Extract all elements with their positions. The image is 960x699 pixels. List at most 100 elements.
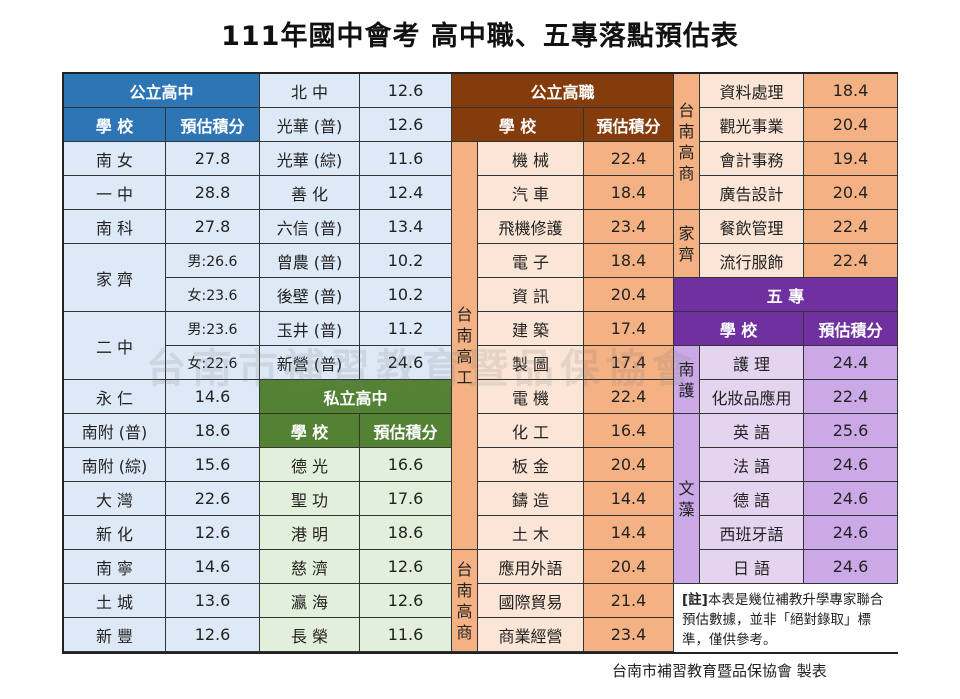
vocational-dept: 國際貿易 <box>478 584 584 618</box>
public-hs-score: 22.6 <box>166 482 260 516</box>
vocational-score: 22.4 <box>584 380 674 414</box>
note-text: 本表是幾位補教升學專家聯合預估數據，並非「絕對錄取」標準，僅供參考。 <box>682 592 884 648</box>
private-hs-school: 德 光 <box>260 448 360 482</box>
public-hs-score: 12.6 <box>166 618 260 652</box>
private-hs-school: 聖 功 <box>260 482 360 516</box>
vocational-school-tainan-gaogong-char: 高 <box>456 346 473 366</box>
vocational-score: 23.4 <box>584 618 674 652</box>
public-hs-score: 28.8 <box>166 176 260 210</box>
public-hs-school: 永 仁 <box>64 380 166 414</box>
vocational-school-jiaqi: 家齊 <box>674 210 700 278</box>
junior-college-school-wenzao-char: 文 <box>678 478 695 498</box>
junior-college-score: 24.6 <box>804 516 898 550</box>
vocational-school-tainan-gaoshang-char: 南 <box>456 580 473 600</box>
public-hs-col-school: 學 校 <box>64 108 166 142</box>
public-hs-col-score: 預估積分 <box>166 108 260 142</box>
public-hs-school: 新 化 <box>64 516 166 550</box>
public-hs-score: 27.8 <box>166 142 260 176</box>
public-hs-school: 六信 (普) <box>260 210 360 244</box>
private-hs-school: 瀛 海 <box>260 584 360 618</box>
junior-college-dept: 護 理 <box>700 346 804 380</box>
vocational-score: 22.4 <box>804 210 898 244</box>
public-hs-school: 二 中 <box>64 312 166 380</box>
vocational-school-tainan-gaogong-char: 工 <box>456 367 473 387</box>
vocational-score: 20.4 <box>584 448 674 482</box>
vocational-score: 17.4 <box>584 312 674 346</box>
vocational-dept: 土 木 <box>478 516 584 550</box>
vocational-dept: 廣告設計 <box>700 176 804 210</box>
page-title: 111年國中會考 高中職、五專落點預估表 <box>221 21 739 52</box>
vocational-score: 20.4 <box>584 550 674 584</box>
junior-college-dept: 法 語 <box>700 448 804 482</box>
junior-college-score: 24.6 <box>804 550 898 584</box>
vocational-school-tainan-gaoshang-char: 商 <box>456 622 473 642</box>
vocational-dept: 電 機 <box>478 380 584 414</box>
vocational-dept: 飛機修護 <box>478 210 584 244</box>
vocational-dept: 餐飲管理 <box>700 210 804 244</box>
junior-college-col-score: 預估積分 <box>804 312 898 346</box>
public-hs-score: 10.2 <box>360 278 452 312</box>
vocational-school-tainan-gaoshang-char: 商 <box>678 163 695 183</box>
public-hs-score: 27.8 <box>166 210 260 244</box>
public-hs-score: 18.6 <box>166 414 260 448</box>
public-hs-school: 南 寧 <box>64 550 166 584</box>
private-hs-school: 港 明 <box>260 516 360 550</box>
disclaimer-note: [註]本表是幾位補教升學專家聯合預估數據，並非「絕對錄取」標準，僅供參考。 <box>674 584 898 652</box>
junior-college-dept: 德 語 <box>700 482 804 516</box>
private-hs-header: 私立高中 <box>260 380 452 414</box>
public-hs-school: 玉井 (普) <box>260 312 360 346</box>
vocational-school-jiaqi-char: 家 <box>678 223 695 243</box>
public-hs-score: 14.6 <box>166 380 260 414</box>
vocational-school-tainan-gaogong-char: 南 <box>456 325 473 345</box>
junior-college-score: 24.6 <box>804 482 898 516</box>
vocational-col-score: 預估積分 <box>584 108 674 142</box>
junior-college-dept: 英 語 <box>700 414 804 448</box>
vocational-dept: 觀光事業 <box>700 108 804 142</box>
private-hs-score: 12.6 <box>360 550 452 584</box>
vocational-dept: 化 工 <box>478 414 584 448</box>
vocational-school-tainan-gaogong: 台南高工 <box>452 142 478 550</box>
vocational-score: 18.4 <box>804 74 898 108</box>
public-hs-score: 12.6 <box>166 516 260 550</box>
vocational-score: 14.4 <box>584 516 674 550</box>
vocational-dept: 電 子 <box>478 244 584 278</box>
vocational-score: 19.4 <box>804 142 898 176</box>
vocational-dept: 流行服飾 <box>700 244 804 278</box>
public-hs-score-girl: 女:22.6 <box>166 346 260 380</box>
vocational-score: 23.4 <box>584 210 674 244</box>
vocational-col-school: 學 校 <box>452 108 584 142</box>
public-hs-school: 南 科 <box>64 210 166 244</box>
public-hs-school: 南附 (普) <box>64 414 166 448</box>
junior-college-school-wenzao: 文藻 <box>674 414 700 584</box>
junior-college-school-wenzao-char: 藻 <box>678 499 695 519</box>
private-hs-school: 長 榮 <box>260 618 360 652</box>
junior-college-school-nanhu-char: 護 <box>678 380 695 400</box>
vocational-school-jiaqi-char: 齊 <box>678 244 695 264</box>
public-hs-score: 14.6 <box>166 550 260 584</box>
vocational-dept: 商業經營 <box>478 618 584 652</box>
vocational-dept: 會計事務 <box>700 142 804 176</box>
vocational-score: 21.4 <box>584 584 674 618</box>
note-label: [註] <box>682 592 708 608</box>
public-hs-score: 12.6 <box>360 74 452 108</box>
vocational-dept: 鑄 造 <box>478 482 584 516</box>
public-hs-score: 13.4 <box>360 210 452 244</box>
vocational-dept: 板 金 <box>478 448 584 482</box>
public-hs-score: 10.2 <box>360 244 452 278</box>
vocational-school-tainan-gaoshang: 台南高商 <box>674 74 700 210</box>
public-hs-school: 後壁 (普) <box>260 278 360 312</box>
vocational-score: 20.4 <box>584 278 674 312</box>
private-hs-score: 11.6 <box>360 618 452 652</box>
vocational-dept: 應用外語 <box>478 550 584 584</box>
vocational-dept: 機 械 <box>478 142 584 176</box>
vocational-score: 22.4 <box>584 142 674 176</box>
public-hs-score: 11.6 <box>360 142 452 176</box>
vocational-score: 20.4 <box>804 176 898 210</box>
public-hs-score: 12.4 <box>360 176 452 210</box>
public-hs-score: 15.6 <box>166 448 260 482</box>
vocational-school-tainan-gaoshang-char: 南 <box>678 121 695 141</box>
private-hs-school: 慈 濟 <box>260 550 360 584</box>
public-hs-header: 公立高中 <box>64 74 260 108</box>
public-hs-score: 12.6 <box>360 108 452 142</box>
junior-college-school-nanhu-char: 南 <box>678 359 695 379</box>
